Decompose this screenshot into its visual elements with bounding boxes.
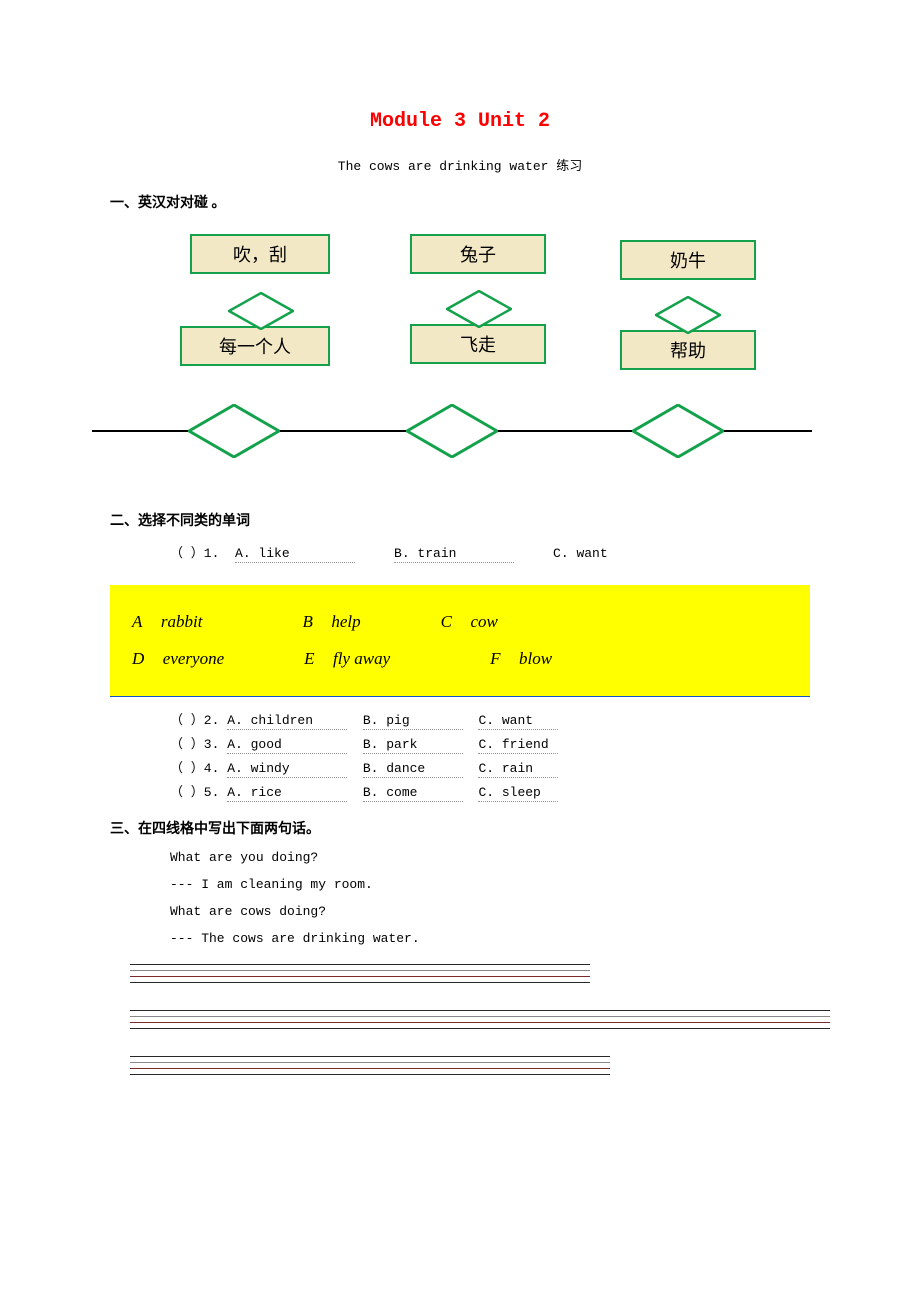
diamond-connector [446, 290, 512, 328]
question-row: （ ）2. A. children B. pig C. want [170, 709, 810, 730]
practice-sentence: --- The cows are drinking water. [170, 931, 810, 946]
question-row: （ ）3. A. good B. park C. friend [170, 733, 810, 754]
question-row: （ ）5. A. rice B. come C. sleep [170, 781, 810, 802]
match-card: 兔子 [410, 234, 546, 274]
diamond-connector [655, 296, 721, 334]
q1-num: （ ）1. [170, 546, 219, 561]
diamond-node [188, 404, 280, 458]
question-1-row: （ ）1. A. like B. train C. want [110, 542, 810, 563]
sentence-block: What are you doing? --- I am cleaning my … [110, 850, 810, 946]
match-card: 每一个人 [180, 326, 330, 366]
q-opt-b: B. dance [363, 761, 463, 778]
section2-heading: 二、选择不同类的单词 [110, 510, 810, 530]
section3-heading: 三、在四线格中写出下面两句话。 [110, 818, 810, 838]
q-opt-b: B. come [363, 785, 463, 802]
practice-sentence: --- I am cleaning my room. [170, 877, 810, 892]
q-opt-c: C. want [478, 713, 558, 730]
page-subtitle: The cows are drinking water 练习 [110, 155, 810, 174]
q-num: （ ）4. [170, 761, 219, 776]
question-rows-rest: （ ）2. A. children B. pig C. want （ ）3. A.… [110, 709, 810, 802]
matching-diagram: 吹，刮 兔子 奶牛每一个人 飞走 帮助 [110, 224, 810, 494]
q-num: （ ）5. [170, 785, 219, 800]
practice-sentence: What are cows doing? [170, 904, 810, 919]
q1-opt-c: C. want [553, 546, 608, 561]
q1-opt-b: B. train [394, 546, 514, 563]
four-line-grid [130, 1010, 810, 1032]
practice-sentence: What are you doing? [170, 850, 810, 865]
four-line-grid [130, 964, 810, 986]
diamond-node [406, 404, 498, 458]
q1-opt-a: A. like [235, 546, 355, 563]
match-card: 奶牛 [620, 240, 756, 280]
writing-lines [110, 964, 810, 1078]
page-title: Module 3 Unit 2 [110, 110, 810, 133]
four-line-grid [130, 1056, 810, 1078]
diamond-connector [228, 292, 294, 330]
q-num: （ ）3. [170, 737, 219, 752]
q-opt-a: A. children [227, 713, 347, 730]
match-card: 飞走 [410, 324, 546, 364]
q-opt-c: C. sleep [478, 785, 558, 802]
q-opt-b: B. pig [363, 713, 463, 730]
section1-heading: 一、英汉对对碰 。 [110, 192, 810, 212]
q-opt-a: A. rice [227, 785, 347, 802]
q-opt-a: A. windy [227, 761, 347, 778]
diamond-node [632, 404, 724, 458]
q-opt-b: B. park [363, 737, 463, 754]
q-num: （ ）2. [170, 713, 219, 728]
match-card: 帮助 [620, 330, 756, 370]
q-opt-c: C. friend [478, 737, 558, 754]
match-card: 吹，刮 [190, 234, 330, 274]
word-bank: A rabbitB helpC cow D everyoneE fly away… [110, 585, 810, 697]
question-row: （ ）4. A. windy B. dance C. rain [170, 757, 810, 778]
q-opt-a: A. good [227, 737, 347, 754]
q-opt-c: C. rain [478, 761, 558, 778]
